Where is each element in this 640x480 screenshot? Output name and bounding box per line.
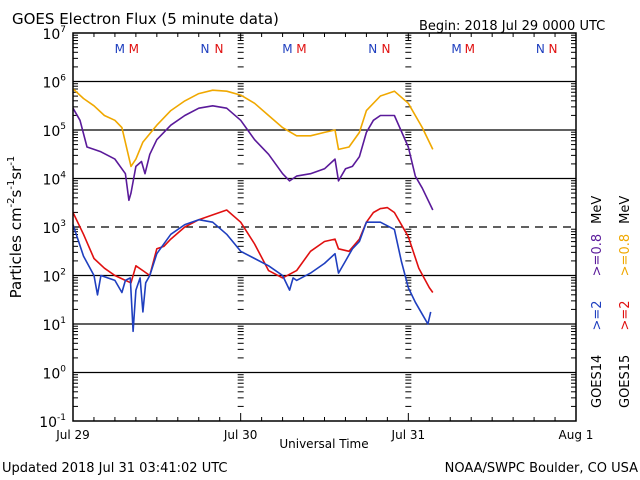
series-line-goes14-0-8-mev [72, 105, 434, 211]
y-axis-label-exp2: -1 [6, 180, 17, 190]
plot-frame [72, 32, 577, 422]
marker-n: N [536, 42, 545, 56]
y-axis-label-sr: sr [7, 165, 25, 180]
y-tick-label: 102 [42, 268, 66, 286]
y-axis-label: Particles cm-2s-1sr-1 [6, 156, 25, 299]
series-group [72, 88, 434, 333]
y-tick-base: 10 [42, 270, 60, 286]
y-tick-exponent: 2 [60, 268, 66, 278]
marker-n: N [381, 42, 390, 56]
legend-goes15: GOES15 >=2 >=0.8 MeV [618, 196, 633, 408]
y-tick-label: 100 [42, 365, 66, 383]
legend-energy: >=2 [590, 300, 605, 334]
y-tick-base: 10 [39, 415, 57, 431]
marker-n: N [368, 42, 377, 56]
y-tick-label: 101 [42, 316, 66, 334]
y-tick-exponent: 1 [60, 316, 66, 326]
y-tick-base: 10 [42, 367, 60, 383]
y-tick-exponent: 0 [60, 365, 66, 375]
grid-lines [73, 80, 576, 374]
x-tick-labels: Jul 29 Jul 30 Jul 31 Aug 1 [55, 428, 593, 442]
chart-title: GOES Electron Flux (5 minute data) [12, 10, 279, 28]
marker-n: N [201, 42, 210, 56]
y-axis-label-s: s [7, 189, 25, 197]
y-tick-label: 106 [42, 74, 66, 92]
y-tick-base: 10 [42, 318, 60, 334]
y-tick-label: 10-1 [39, 413, 66, 431]
legend-satellite: GOES14 [590, 355, 605, 408]
y-tick-exponent: 7 [60, 25, 66, 35]
marker-m: M [129, 42, 139, 56]
marker-m: M [451, 42, 461, 56]
y-tick-exponent: 6 [60, 74, 66, 84]
series-line-goes14-2-mev [72, 218, 432, 333]
x-tick-label: Jul 31 [391, 428, 426, 442]
marker-n: N [548, 42, 557, 56]
x-axis-label: Universal Time [279, 437, 368, 451]
y-axis-label-exp1: -2 [6, 197, 17, 207]
y-axis-label-exp3: -1 [6, 156, 17, 166]
y-tick-label: 105 [42, 122, 66, 140]
x-tick-label: Jul 29 [55, 428, 90, 442]
marker-n: N [215, 42, 224, 56]
y-tick-exponent: 3 [60, 219, 66, 229]
y-tick-base: 10 [42, 173, 60, 189]
legend-unit: MeV [590, 196, 605, 224]
y-tick-label: 107 [42, 25, 66, 43]
legend-satellite: GOES15 [618, 355, 633, 408]
x-tick-label: Aug 1 [559, 428, 594, 442]
y-tick-label: 104 [42, 171, 66, 189]
updated-timestamp: Updated 2018 Jul 31 03:41:02 UTC [2, 461, 227, 476]
y-tick-exponent: -1 [57, 413, 66, 423]
y-axis-label-base: Particles cm [7, 207, 25, 298]
y-tick-label: 103 [42, 219, 66, 237]
y-tick-base: 10 [42, 221, 60, 237]
y-tick-exponent: 5 [60, 122, 66, 132]
legend: GOES14 >=2 >=0.8 MeV GOES15 >=2 >=0.8 MeV [590, 196, 633, 408]
y-tick-base: 10 [42, 27, 60, 43]
begin-label: Begin: 2018 Jul 29 0000 UTC [419, 19, 605, 34]
legend-energy: >=0.8 [618, 234, 633, 281]
marker-m: M [465, 42, 475, 56]
legend-unit: MeV [618, 196, 633, 224]
legend-energy: >=2 [618, 300, 633, 334]
series-line-goes15-0-8-mev [72, 88, 434, 168]
x-tick-label: Jul 30 [223, 428, 258, 442]
y-tick-exponent: 4 [60, 171, 66, 181]
legend-energy: >=0.8 [590, 234, 605, 281]
marker-m: M [115, 42, 125, 56]
y-tick-base: 10 [42, 124, 60, 140]
legend-goes14: GOES14 >=2 >=0.8 MeV [590, 196, 605, 408]
marker-m: M [282, 42, 292, 56]
marker-m: M [296, 42, 306, 56]
credit-label: NOAA/SWPC Boulder, CO USA [445, 461, 638, 476]
y-tick-base: 10 [42, 76, 60, 92]
